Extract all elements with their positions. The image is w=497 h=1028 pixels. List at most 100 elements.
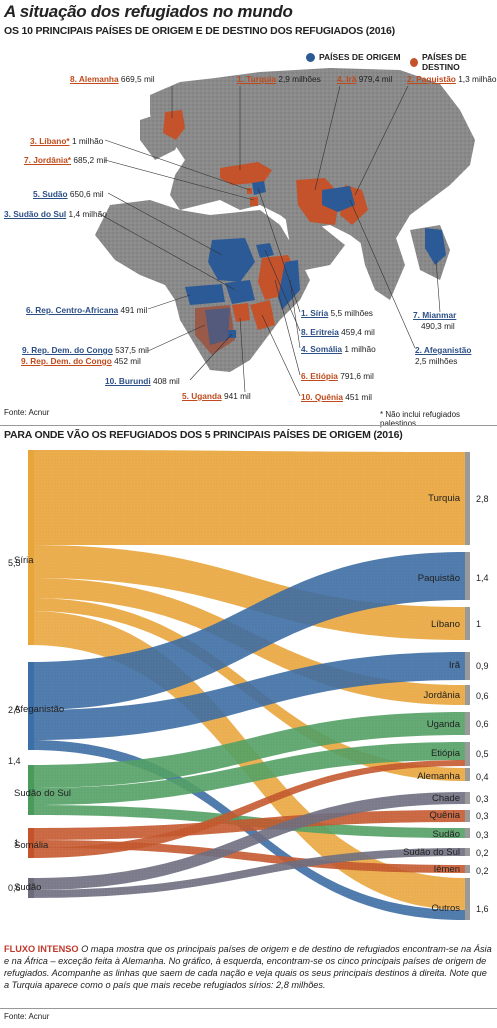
drc-origin-shape xyxy=(205,308,230,345)
label-sudan: 5. Sudão 650,6 mil xyxy=(33,189,104,199)
sudan-shape xyxy=(208,238,255,282)
origin-label-sudao: Sudão xyxy=(14,882,42,893)
caption-lead: FLUXO INTENSO xyxy=(4,944,79,954)
dest-label-paquistao: Paquistão xyxy=(417,573,460,584)
dest-dot-icon xyxy=(410,57,418,67)
legend-dest-label: PAÍSES DE DESTINO xyxy=(421,52,467,72)
flow-sudao-ssul xyxy=(30,848,465,898)
label-somalia: 4. Somália 1 milhão xyxy=(301,344,376,354)
dest-bar-ira xyxy=(465,652,470,680)
germany-shape xyxy=(163,110,185,140)
myanmar-shape xyxy=(425,228,446,265)
flow-ssul-uganda xyxy=(30,712,465,788)
label-eritrea: 8. Eritreia 459,4 mil xyxy=(301,327,375,337)
world-map xyxy=(95,68,475,397)
origin-value-siria: 5,5 xyxy=(8,558,21,568)
dest-value-iemen: 0,2 xyxy=(476,866,489,876)
dest-bar-chade xyxy=(465,792,470,804)
flow-afeg-paquistao xyxy=(30,552,465,710)
dest-label-etiopia: Etiópia xyxy=(430,748,460,759)
car-shape xyxy=(185,284,225,305)
page-title: A situação dos refugiados no mundo xyxy=(4,2,293,21)
origin-value-sudao-do-sul: 1,4 xyxy=(8,756,21,766)
label-uganda: 5. Uganda 941 mil xyxy=(182,391,251,401)
origin-value-afeganistao: 2,5 xyxy=(8,705,21,715)
dest-label-quenia: Quênia xyxy=(429,810,460,821)
dest-bar-libano xyxy=(465,607,470,640)
caption-text: O mapa mostra que os principais países d… xyxy=(4,944,492,990)
section-divider xyxy=(0,425,497,426)
south-sudan-shape xyxy=(225,280,255,304)
map-note: * Não inclui refugiados palestinos xyxy=(380,410,461,428)
flow-somalia-etiopia xyxy=(30,760,465,858)
origin-label-somalia: Somália xyxy=(14,840,49,851)
dest-bar-sudao-do-sul xyxy=(465,848,470,856)
sankey-diagram xyxy=(28,450,470,920)
map-subtitle: OS 10 PRINCIPAIS PAÍSES DE ORIGEM E DE D… xyxy=(4,25,395,37)
dest-value-ira: 0,9 xyxy=(476,661,489,671)
dest-label-sudao-do-sul: Sudão do Sul xyxy=(402,847,460,858)
legend-dest: PAÍSES DE DESTINO xyxy=(410,52,497,72)
dest-value-sudao: 0,3 xyxy=(476,830,489,840)
label-ethiopia: 6. Etiópia 791,6 mil xyxy=(301,371,374,381)
legend-origin: PAÍSES DE ORIGEM xyxy=(306,52,401,62)
dest-label-ira: Irã xyxy=(448,660,460,671)
label-burundi: 10. Burundi 408 mil xyxy=(105,376,180,386)
origin-label-afeganistao: Afeganistão xyxy=(14,704,65,715)
europe-landmass xyxy=(150,68,475,250)
flow-afeg-ira xyxy=(30,652,465,740)
uganda-shape xyxy=(232,303,250,322)
label-turkey: 1. Turquia 2,9 milhões xyxy=(237,74,321,84)
label-south-sudan: 3. Sudão do Sul 1,4 milhão xyxy=(4,209,107,219)
origin-dot-icon xyxy=(306,52,315,62)
origin-label-siria: Síria xyxy=(14,555,34,566)
dest-label-jordania: Jordânia xyxy=(423,690,460,701)
dest-bar-iemen xyxy=(465,865,470,873)
dest-label-outros: Outros xyxy=(431,903,460,914)
label-drc-dest: 9. Rep. Dem. do Congo 452 mil xyxy=(21,356,141,366)
afghanistan-shape xyxy=(322,186,355,212)
dest-bar-paquistao xyxy=(465,552,470,600)
label-lebanon: 3. Líbano* 1 milhão xyxy=(30,136,104,146)
dest-value-etiopia: 0,5 xyxy=(476,749,489,759)
flow-siria-libano xyxy=(30,545,465,640)
dest-bar-alemanha xyxy=(465,768,470,781)
label-germany: 8. Alemanha 669,5 mil xyxy=(70,74,155,84)
dest-bar-quenia xyxy=(465,810,470,822)
footer-divider xyxy=(0,1008,497,1009)
legend-origin-label: PAÍSES DE ORIGEM xyxy=(319,52,401,62)
flow-ssul-etiopia xyxy=(30,742,465,805)
dest-value-outros: 1,6 xyxy=(476,904,489,914)
origin-bar-somalia xyxy=(28,828,34,858)
dest-value-turquia: 2,8 xyxy=(476,494,489,504)
flow-siria-turquia xyxy=(30,450,465,545)
somalia-shape xyxy=(278,260,300,310)
dest-bar-uganda xyxy=(465,712,470,735)
dest-value-jordania: 0,6 xyxy=(476,691,489,701)
origin-bar-sudao xyxy=(28,878,34,898)
dest-label-sudao: Sudão xyxy=(432,829,460,840)
syria-shape xyxy=(252,181,266,195)
dest-value-paquistao: 1,4 xyxy=(476,573,489,583)
flow-somalia-quenia xyxy=(30,810,465,840)
map-source: Fonte: Acnur xyxy=(4,408,50,417)
dest-value-uganda: 0,6 xyxy=(476,719,489,729)
dest-value-chade: 0,3 xyxy=(476,794,489,804)
label-myanmar: 7. Mianmar 490,3 mil xyxy=(413,310,457,331)
dest-bar-jordania xyxy=(465,685,470,705)
dest-label-libano: Líbano xyxy=(430,619,460,630)
lebanon-shape xyxy=(247,188,252,194)
jordan-shape xyxy=(250,197,258,206)
footer-source: Fonte: Acnur xyxy=(4,1012,50,1021)
caption: FLUXO INTENSO O mapa mostra que os princ… xyxy=(4,943,492,991)
label-drc-origin: 9. Rep. Dem. do Congo 537,5 mil xyxy=(22,345,149,355)
origin-label-sudao-do-sul: Sudão do Sul xyxy=(14,788,72,799)
label-afghanistan: 2. Afeganistão 2,5 milhões xyxy=(415,345,472,366)
dest-value-libano: 1 xyxy=(476,619,482,629)
label-car: 6. Rep. Centro-Africana 491 mil xyxy=(26,305,148,315)
dest-label-chade: Chade xyxy=(432,793,460,804)
origin-value-sudao: 0,6 xyxy=(8,883,21,893)
label-kenya: 10. Quênia 451 mil xyxy=(301,392,373,402)
dest-label-uganda: Uganda xyxy=(426,719,460,730)
dest-bar-turquia xyxy=(465,452,470,545)
